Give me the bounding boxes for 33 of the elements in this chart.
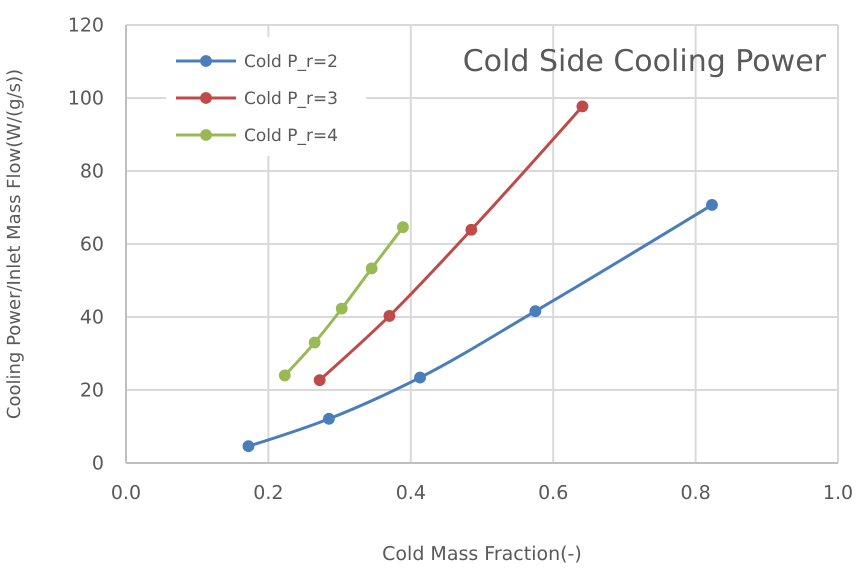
x-tick-label: 0.6 [538, 482, 568, 504]
point [384, 310, 396, 322]
point [242, 440, 254, 452]
x-tick-label: 1.0 [822, 482, 854, 504]
y-tick-label: 80 [80, 160, 104, 183]
point [529, 305, 542, 318]
point [465, 224, 478, 236]
y-tick-label: 120 [68, 14, 104, 37]
x-axis-title: Cold Mass Fraction(-) [382, 543, 582, 565]
text: Cold Side Cooling Power [462, 44, 827, 79]
y-tick-label: 60 [80, 234, 104, 256]
x-tick-label: 0.8 [680, 482, 711, 504]
x-tick-label: 0.0 [110, 482, 142, 504]
point [706, 199, 718, 211]
y-axis-title: Cooling Power/Inlet Mass Flow(W/(g/s)) [4, 68, 25, 420]
x-tick-label: 0.4 [396, 482, 426, 504]
point [414, 372, 426, 384]
point [308, 336, 321, 348]
x-tick-label: 0.2 [253, 482, 284, 504]
legend-label: Cold P_r=4 [244, 126, 338, 146]
point [314, 374, 326, 386]
point [323, 412, 335, 425]
legend-label: Cold P_r=2 [244, 52, 338, 72]
legend-label: Cold P_r=3 [244, 88, 338, 109]
y-tick-label: 0 [92, 452, 104, 475]
point [336, 302, 348, 315]
y-tick-label: 40 [80, 306, 104, 329]
point [576, 100, 588, 112]
point [366, 262, 378, 274]
y-tick-label: 20 [80, 380, 104, 402]
y-tick-label: 100 [68, 88, 104, 110]
point [397, 221, 409, 234]
point [278, 369, 291, 382]
